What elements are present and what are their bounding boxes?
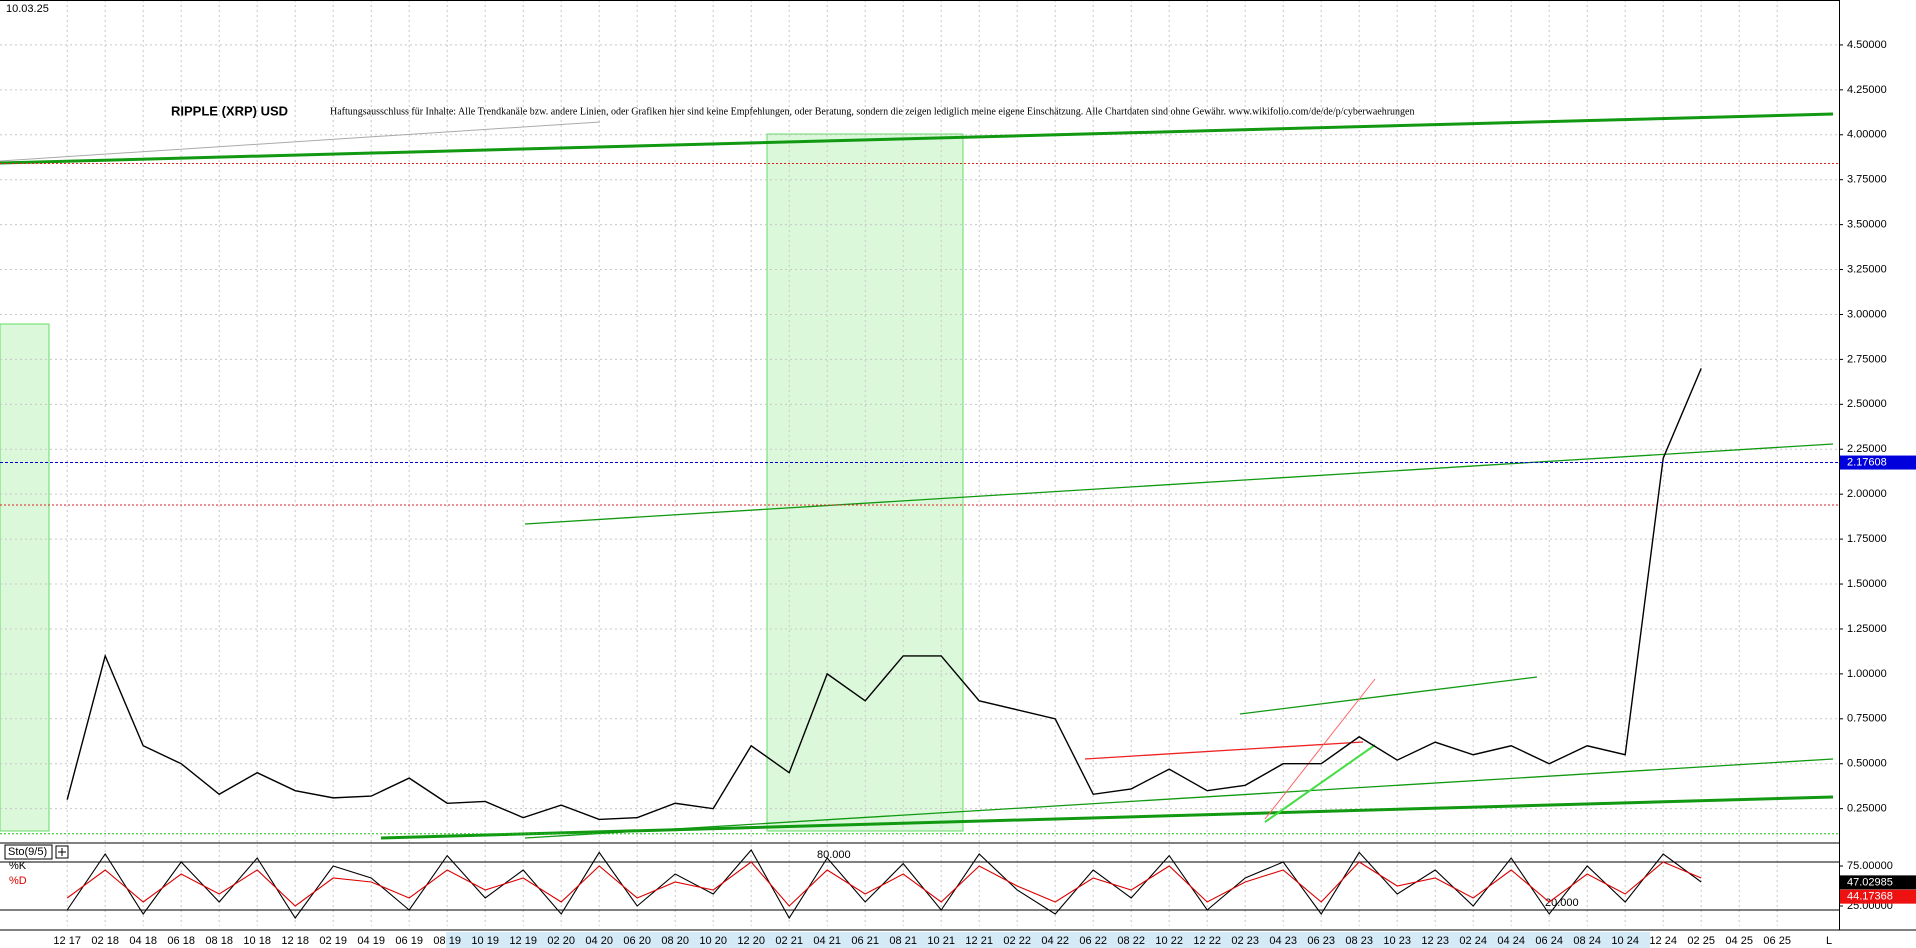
x-tick-label: 10 21 [927,935,955,947]
chart-title: RIPPLE (XRP) USD [171,103,288,118]
y-tick-label: 3.50000 [1847,219,1887,231]
x-tick-label: 02 25 [1687,935,1715,947]
x-tick-label: 04 25 [1725,935,1753,947]
y-tick-label: 4.00000 [1847,129,1887,141]
subtitle: Haftungsausschluss für Inhalte: Alle Tre… [330,106,1415,117]
y-tick-label: 2.75000 [1847,353,1887,365]
y-tick-label: 1.00000 [1847,668,1887,680]
x-tick-label: 02 21 [775,935,803,947]
price-line [66,861,1702,907]
x-tick-label: 10 19 [471,935,499,947]
highlight-zone [0,323,50,832]
x-tick-label: 08 18 [205,935,233,947]
trend-line [524,758,1834,839]
current-label: 2.17608 [1847,456,1887,468]
x-tick-label: 10 20 [699,935,727,947]
level-label: 20.000 [1545,897,1579,909]
x-tick-label: 08 23 [1345,935,1373,947]
trend-lines [0,112,1834,840]
x-tick-label: 02 19 [319,935,347,947]
x-tick-label: 12 24 [1649,935,1677,947]
x-tick-label: 08 21 [889,935,917,947]
last-value-label: 47.02985 [1847,876,1893,888]
axis-end: L [1826,935,1832,947]
legend-label: %K [9,860,27,872]
x-tick-label: 04 20 [585,935,613,947]
x-tick-label: 12 19 [509,935,537,947]
indicator-box [4,844,53,860]
y-tick-label: 75.00000 [1847,860,1893,872]
x-tick-label: 06 21 [851,935,879,947]
last-value-box [1840,889,1916,904]
date: 10.03.25 [6,3,49,15]
x-tick-label: 04 18 [129,935,157,947]
y-tick-label: 0.25000 [1847,803,1887,815]
y-tick-label: 3.00000 [1847,308,1887,320]
price-line [66,849,1702,920]
y-tick-label: 4.25000 [1847,84,1887,96]
current-box [1840,455,1916,470]
y-tick-label: 3.75000 [1847,174,1887,186]
x-tick-label: 12 17 [53,935,81,947]
y-tick-label: 2.50000 [1847,398,1887,410]
y-tick-label: 3.25000 [1847,263,1887,275]
y-tick-label: 2.00000 [1847,488,1887,500]
x-tick-label: 06 20 [623,935,651,947]
x-tick-label: 10 23 [1383,935,1411,947]
trend-line [0,121,601,162]
x-tick-label: 02 18 [91,935,119,947]
y-tick-label: 1.50000 [1847,578,1887,590]
x-tick-label: 06 19 [395,935,423,947]
x-tick-label: 08 20 [661,935,689,947]
x-tick-label: 06 18 [167,935,195,947]
indicator-title: Sto(9/5) [8,846,47,858]
x-tick-label: 04 19 [357,935,385,947]
y-tick-label: 0.50000 [1847,758,1887,770]
x-tick-label: 12 21 [965,935,993,947]
x-tick-label: 06 23 [1307,935,1335,947]
y-tick-label: 1.25000 [1847,623,1887,635]
trend-line [1084,741,1364,760]
x-tick-label: 08 19 [433,935,461,947]
x-tick-label: 02 23 [1231,935,1259,947]
last-value-label: 44.17368 [1847,891,1893,903]
x-tick-label: 02 20 [547,935,575,947]
trend-line [524,443,1834,525]
price-line [66,368,1702,821]
trend-line [1264,744,1376,823]
y-tick-label: 1.75000 [1847,533,1887,545]
x-tick-label: 08 22 [1117,935,1145,947]
x-tick-label: 04 22 [1041,935,1069,947]
y-tick-label: 0.75000 [1847,713,1887,725]
trend-line [0,112,1834,165]
x-tick-label: 02 24 [1459,935,1487,947]
expand-icon [58,848,66,856]
x-tick-label: 12 18 [281,935,309,947]
x-tick-label: 02 22 [1003,935,1031,947]
x-tick-label: 04 24 [1497,935,1525,947]
x-tick-label: 12 22 [1193,935,1221,947]
x-tick-label: 10 22 [1155,935,1183,947]
legend-label: %D [9,875,27,887]
x-tick-label: 06 22 [1079,935,1107,947]
x-tick-label: 06 25 [1763,935,1791,947]
axis-band [446,932,1650,948]
y-tick-label: 2.25000 [1847,443,1887,455]
x-tick-label: 08 24 [1573,935,1601,947]
x-tick-label: 10 18 [243,935,271,947]
y-tick-label: 4.50000 [1847,39,1887,51]
x-tick-label: 04 23 [1269,935,1297,947]
x-tick-label: 12 23 [1421,935,1449,947]
last-value-box [1840,875,1916,890]
x-tick-label: 12 20 [737,935,765,947]
level-label: 80.000 [817,849,851,861]
x-tick-label: 10 24 [1611,935,1639,947]
x-tick-label: 04 21 [813,935,841,947]
trend-line [1239,676,1538,715]
x-tick-label: 06 24 [1535,935,1563,947]
trend-line [1264,678,1376,820]
trend-line [380,795,1834,840]
